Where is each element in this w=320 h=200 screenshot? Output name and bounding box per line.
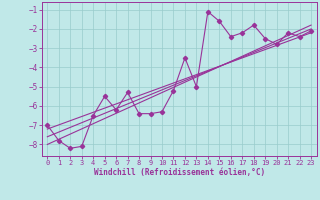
X-axis label: Windchill (Refroidissement éolien,°C): Windchill (Refroidissement éolien,°C) [94,168,265,177]
